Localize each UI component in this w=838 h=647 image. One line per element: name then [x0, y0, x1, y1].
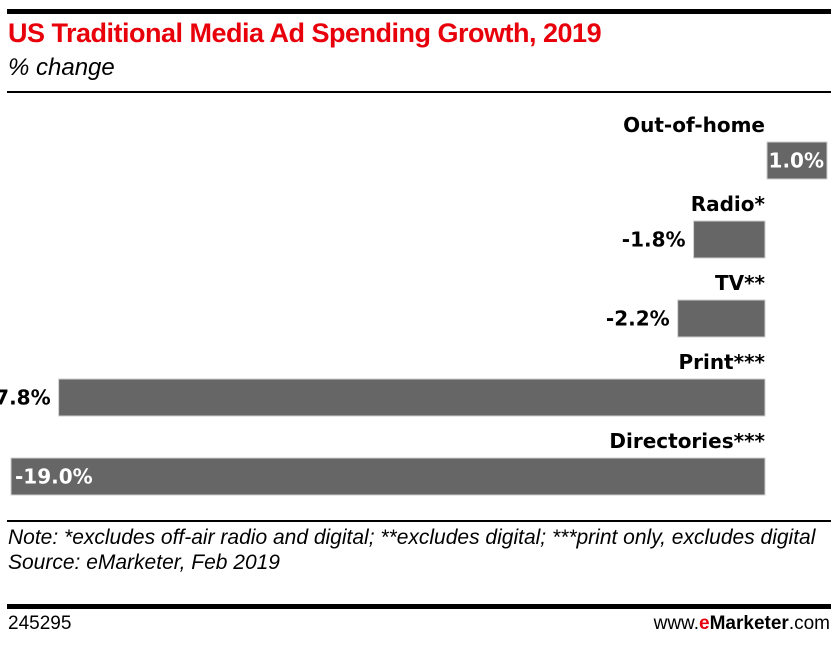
value-label: 1.0% [769, 149, 824, 173]
footnote: Note: *excludes off-air radio and digita… [8, 525, 828, 575]
bar [10, 457, 766, 496]
category-label: TV** [715, 271, 766, 295]
source-text: Source: eMarketer, Feb 2019 [8, 551, 280, 574]
bar [58, 378, 766, 417]
brand-prefix: www. [653, 613, 700, 634]
brand-link[interactable]: www.eMarketer.com [654, 613, 830, 635]
header-divider [7, 91, 831, 93]
bar [693, 220, 766, 259]
brand-name: Marketer [709, 613, 789, 634]
top-rule [7, 9, 831, 14]
value-label: -2.2% [606, 307, 670, 331]
bar [677, 299, 766, 338]
category-label: Print*** [678, 350, 765, 374]
category-label: Directories*** [609, 429, 765, 453]
bottom-rule [7, 604, 831, 609]
brand-e: e [699, 613, 710, 634]
chart-title: US Traditional Media Ad Spending Growth,… [8, 18, 602, 48]
chart-subtitle: % change [8, 54, 115, 81]
category-label: Out-of-home [623, 113, 765, 137]
value-label: -1.8% [622, 228, 686, 252]
note-text: Note: *excludes off-air radio and digita… [8, 526, 816, 549]
value-label: -17.8% [0, 386, 51, 410]
brand-suffix: .com [788, 613, 830, 634]
value-label: -19.0% [15, 465, 93, 489]
note-divider [7, 520, 831, 522]
category-label: Radio* [691, 192, 766, 216]
bar [766, 141, 828, 180]
chart-id: 245295 [8, 613, 72, 634]
